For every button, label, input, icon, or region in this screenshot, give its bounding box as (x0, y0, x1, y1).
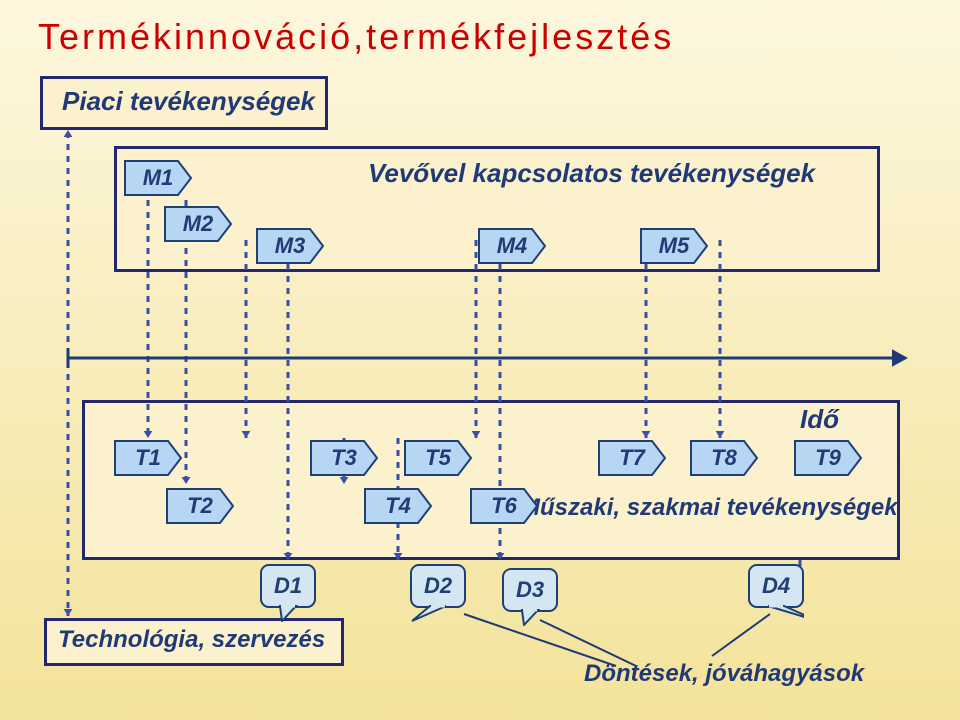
milestone-m2: M2 (164, 206, 232, 242)
milestone-t9: T9 (794, 440, 862, 476)
milestone-t8: T8 (690, 440, 758, 476)
box-muszaki (82, 400, 900, 560)
label-muszaki: Műszaki, szakmai tevékenységek (520, 494, 898, 522)
milestone-m3: M3 (256, 228, 324, 264)
decision-d1: D1 (260, 564, 316, 622)
decision-d2: D2 (410, 564, 466, 622)
label-ido: Idő (800, 404, 839, 435)
milestone-t3: T3 (310, 440, 378, 476)
decision-d4: D4 (748, 564, 804, 622)
milestone-t4: T4 (364, 488, 432, 524)
milestone-t1: T1 (114, 440, 182, 476)
milestone-m1: M1 (124, 160, 192, 196)
decision-d3: D3 (502, 568, 558, 626)
milestone-m4: M4 (478, 228, 546, 264)
label-vevo: Vevővel kapcsolatos tevékenységek (368, 158, 815, 189)
milestone-t7: T7 (598, 440, 666, 476)
milestone-t6: T6 (470, 488, 538, 524)
milestone-m5: M5 (640, 228, 708, 264)
label-piaci: Piaci tevékenységek (62, 86, 315, 117)
label-dontes: Döntések, jóváhagyások (584, 660, 864, 688)
milestone-t2: T2 (166, 488, 234, 524)
label-tech: Technológia, szervezés (58, 626, 325, 654)
slide-title: Termékinnováció,termékfejlesztés (38, 16, 674, 58)
milestone-t5: T5 (404, 440, 472, 476)
